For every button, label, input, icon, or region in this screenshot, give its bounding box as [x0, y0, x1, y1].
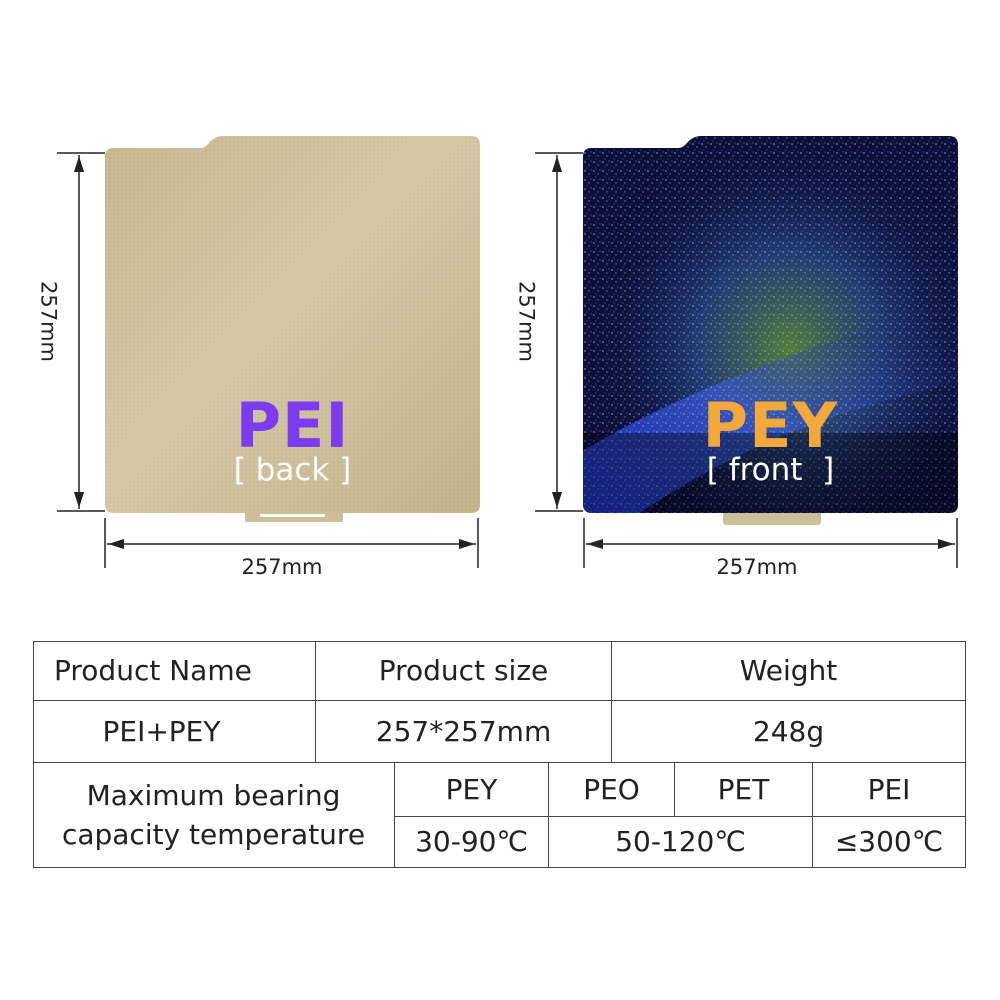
temperature-label-line1: Maximum bearing	[86, 778, 341, 812]
value-product-name: PEI+PEY	[102, 714, 221, 748]
pei-back-sheet: PEI [ back ]	[105, 133, 480, 523]
temp-pei: ≤300℃	[834, 825, 944, 859]
header-product-size: Product size	[378, 654, 549, 688]
pei-width-label: 257mm	[241, 555, 323, 579]
pei-height-dimension-line	[57, 152, 105, 512]
temp-pey: 30-90℃	[415, 825, 528, 859]
pey-front-sheet: PEY [ front ]	[583, 133, 958, 525]
temp-peo-pet: 50-120℃	[615, 825, 746, 859]
material-pei: PEI	[867, 772, 911, 806]
header-weight: Weight	[739, 654, 838, 688]
pey-width-label: 257mm	[716, 555, 798, 579]
pey-title: PEY	[702, 389, 839, 462]
material-peo: PEO	[583, 772, 640, 806]
material-pet: PET	[717, 772, 770, 806]
temperature-label-line2: capacity temperature	[61, 818, 366, 851]
pei-subtitle: [ back ]	[233, 452, 352, 488]
temperature-label: Maximum bearing capacity temperature	[33, 763, 394, 867]
pey-front-sheet-graphic	[583, 136, 958, 525]
spec-table: Product Name Product size Weight PEI+PEY…	[33, 641, 966, 868]
pey-height-dimension-line	[535, 152, 583, 512]
pei-height-label: 257mm	[36, 281, 61, 362]
pey-subtitle: [ front ]	[706, 452, 835, 488]
value-weight: 248g	[752, 714, 825, 748]
header-product-name: Product Name	[54, 654, 252, 688]
material-pey: PEY	[445, 772, 498, 806]
pei-title: PEI	[235, 389, 350, 462]
pey-width-dimension-line	[583, 518, 958, 568]
pei-width-dimension-line	[104, 518, 479, 568]
pey-height-label: 257mm	[514, 281, 539, 362]
value-product-size: 257*257mm	[375, 714, 552, 748]
pei-back-sheet-graphic	[105, 136, 480, 522]
